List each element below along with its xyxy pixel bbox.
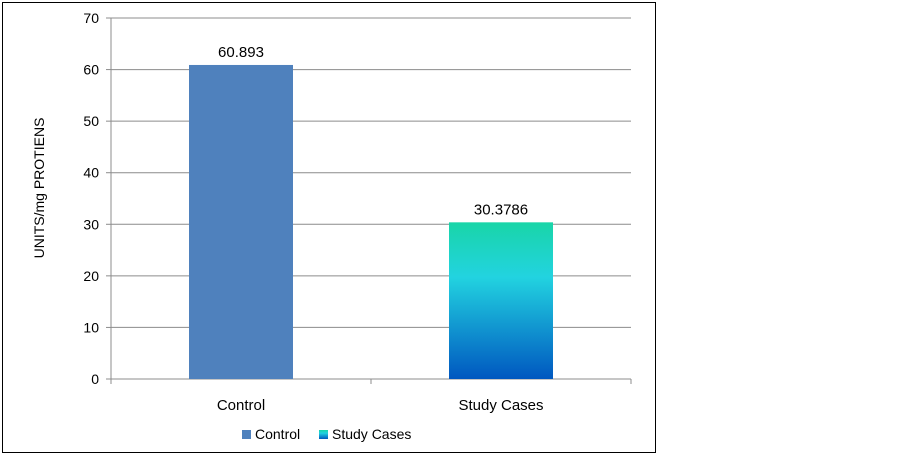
x-category-label: Control — [217, 397, 265, 414]
y-tick-label: 10 — [83, 319, 99, 335]
legend-swatch — [319, 430, 328, 439]
y-tick-label: 0 — [91, 371, 99, 387]
bar-study-cases — [449, 222, 553, 379]
y-axis-label: UNITS/mg PROTIENS — [31, 118, 47, 259]
y-tick-label: 30 — [83, 216, 99, 232]
x-category-label: Study Cases — [458, 397, 543, 414]
legend-entry: Control — [255, 426, 300, 442]
legend-entry: Study Cases — [332, 426, 411, 442]
bar-control — [189, 64, 293, 380]
data-label: 60.893 — [218, 44, 264, 61]
y-tick-label: 70 — [83, 10, 99, 26]
data-label: 30.3786 — [474, 201, 528, 218]
y-tick-label: 50 — [83, 113, 99, 129]
y-tick-label: 60 — [83, 62, 99, 78]
legend-swatch — [242, 430, 251, 439]
y-tick-label: 40 — [83, 165, 99, 181]
y-tick-label: 20 — [83, 268, 99, 284]
